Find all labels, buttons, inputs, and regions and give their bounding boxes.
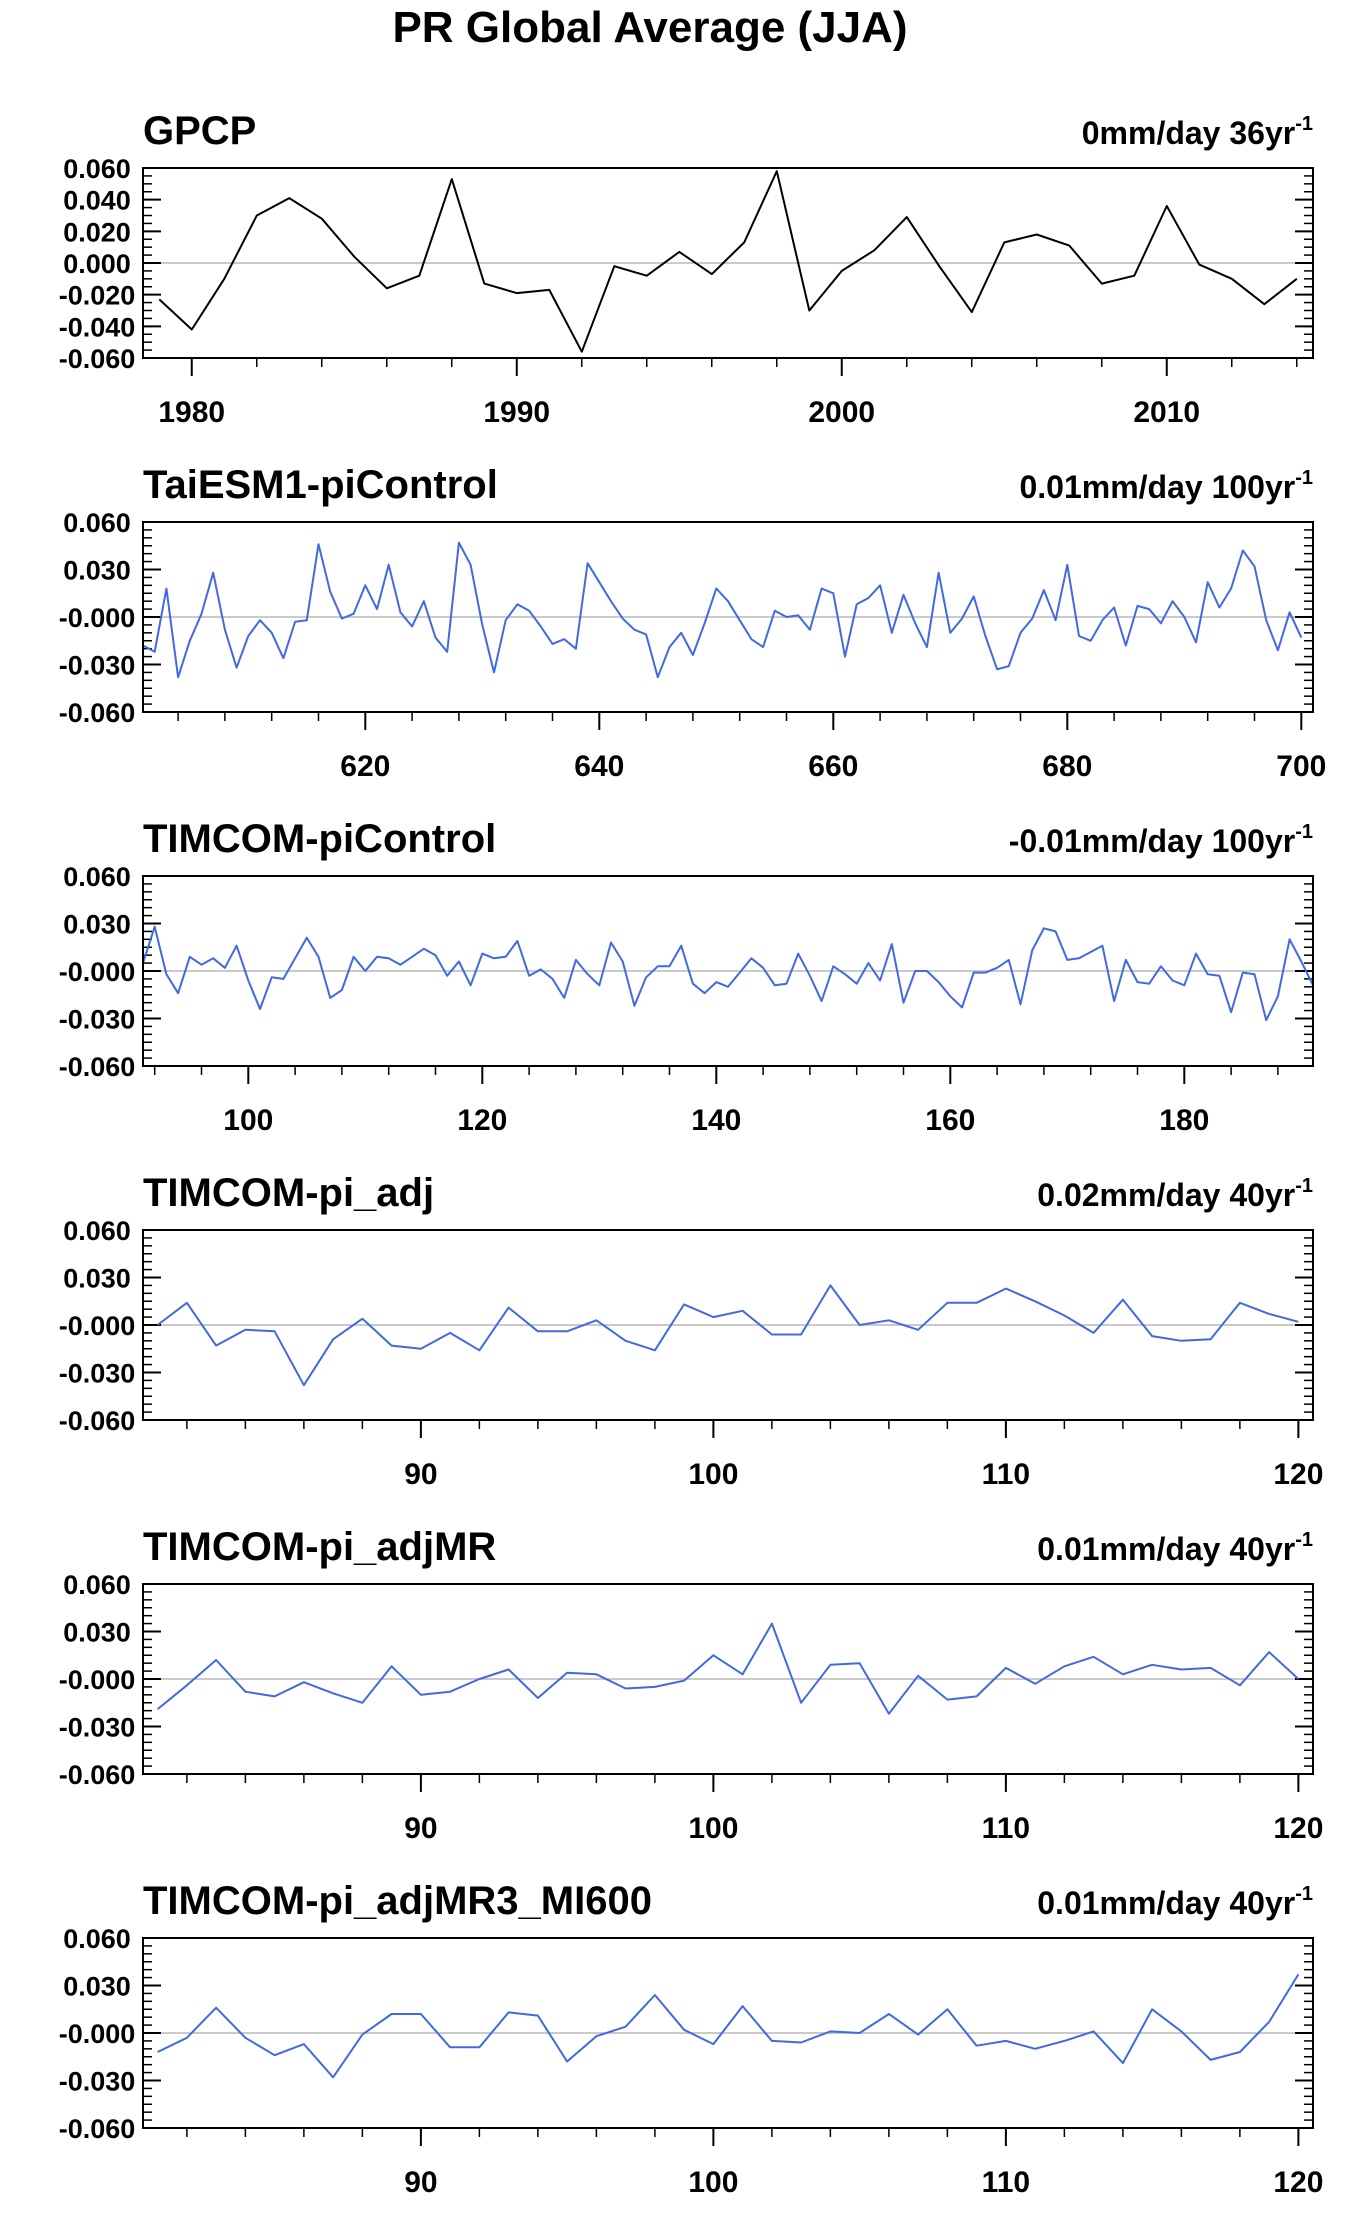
plot-frame <box>142 167 1314 359</box>
x-tick-label: 120 <box>1273 2166 1323 2199</box>
trend-exponent: -1 <box>1295 467 1313 489</box>
x-tick-label: 110 <box>982 1812 1030 1845</box>
x-tick-label: 120 <box>457 1104 507 1137</box>
x-tick-label: 120 <box>1273 1812 1323 1845</box>
y-tick-label: 0.030 <box>63 1972 131 2002</box>
x-tick-label: 640 <box>574 750 624 783</box>
x-tick-label: 1980 <box>158 396 225 429</box>
panel-trend: -0.01mm/day 100yr-1 <box>1009 821 1313 859</box>
x-tick-label: 110 <box>982 2166 1030 2199</box>
trend-exponent: -1 <box>1295 1883 1313 1905</box>
y-tick-label: -0.030 <box>59 1005 136 1035</box>
x-tick-label: 160 <box>925 1104 975 1137</box>
y-tick-label: -0.060 <box>59 1760 136 1790</box>
y-tick-label: -0.030 <box>59 1713 136 1743</box>
panel-title: GPCP <box>143 109 256 153</box>
x-tick-label: 90 <box>404 2166 437 2199</box>
y-tick-label: -0.060 <box>59 344 136 374</box>
plot-frame <box>142 521 1314 713</box>
y-tick-label: 0.060 <box>63 1570 131 1600</box>
panel-title: TIMCOM-pi_adjMR <box>143 1525 496 1569</box>
x-tick-label: 1990 <box>483 396 550 429</box>
x-tick-label: 180 <box>1159 1104 1209 1137</box>
x-tick-label: 2010 <box>1133 396 1200 429</box>
chart-panel-2: TaiESM1-piControl 0.01mm/day 100yr-1 0.060… <box>59 463 1327 783</box>
series-line <box>142 925 1314 1022</box>
y-tick-label: -0.000 <box>59 957 136 987</box>
y-tick-label: 0.060 <box>63 1924 131 1954</box>
chart-panel-6: TIMCOM-pi_adjMR3_MI600 0.01mm/day 40yr-1 0… <box>59 1879 1324 2199</box>
y-tick-label: 0.030 <box>63 1618 131 1648</box>
y-tick-label: -0.020 <box>59 281 136 311</box>
x-tick-label: 680 <box>1042 750 1092 783</box>
y-tick-label: 0.040 <box>63 186 131 216</box>
y-tick-label: -0.000 <box>59 2019 136 2049</box>
chart-panel-5: TIMCOM-pi_adjMR 0.01mm/day 40yr-1 0.060 0.0… <box>59 1525 1324 1845</box>
x-tick-label: 100 <box>688 1458 738 1491</box>
x-tick-label: 660 <box>808 750 858 783</box>
y-tick-label: 0.030 <box>63 1264 131 1294</box>
y-tick-label: 0.020 <box>63 217 131 247</box>
y-tick-label: 0.030 <box>63 910 131 940</box>
y-tick-label: 0.060 <box>63 862 131 892</box>
panel-title: TIMCOM-pi_adjMR3_MI600 <box>143 1879 652 1923</box>
x-tick-label: 100 <box>223 1104 273 1137</box>
y-tick-label: -0.000 <box>59 1311 136 1341</box>
y-tick-label: -0.060 <box>59 2114 136 2144</box>
y-tick-label: -0.000 <box>59 1665 136 1695</box>
panel-trend: 0.01mm/day 100yr-1 <box>1019 467 1313 505</box>
y-tick-label: -0.060 <box>59 698 136 728</box>
y-tick-label: -0.060 <box>59 1406 136 1436</box>
panel-trend: 0.02mm/day 40yr-1 <box>1037 1175 1313 1213</box>
series-line <box>157 1973 1300 2079</box>
y-tick-label: 0.060 <box>63 1216 131 1246</box>
panel-trend: 0.01mm/day 40yr-1 <box>1037 1883 1313 1921</box>
x-tick-label: 90 <box>404 1812 437 1845</box>
chart-panel-1: GPCP 0mm/day 36yr-10.0600.0400.0200.000-0… <box>59 109 1314 429</box>
trend-exponent: -1 <box>1295 1529 1313 1551</box>
y-tick-label: 0.060 <box>63 154 131 184</box>
y-tick-label: 0.030 <box>63 556 131 586</box>
y-tick-label: -0.030 <box>59 651 136 681</box>
figure-title: PR Global Average (JJA) <box>392 3 907 52</box>
series-line <box>156 1284 1299 1387</box>
x-tick-label: 2000 <box>808 396 875 429</box>
x-tick-label: 90 <box>404 1458 437 1491</box>
y-tick-label: -0.030 <box>59 1359 136 1389</box>
x-tick-label: 110 <box>982 1458 1030 1491</box>
plot-frame <box>142 1583 1314 1775</box>
panel-title: TaiESM1-piControl <box>143 463 498 507</box>
x-tick-label: 620 <box>340 750 390 783</box>
panel-trend: 0.01mm/day 40yr-1 <box>1037 1529 1313 1567</box>
x-tick-label: 100 <box>688 1812 738 1845</box>
chart-panel-3: TIMCOM-piControl -0.01mm/day 100yr-1 0.060… <box>59 817 1314 1137</box>
y-tick-label: -0.000 <box>59 603 136 633</box>
y-tick-label: -0.060 <box>59 1052 136 1082</box>
panel-title: TIMCOM-pi_adj <box>143 1171 434 1215</box>
y-tick-label: 0.060 <box>63 508 131 538</box>
series-line <box>156 1622 1300 1715</box>
x-tick-label: 140 <box>691 1104 741 1137</box>
x-tick-label: 120 <box>1273 1458 1323 1491</box>
plot-frame <box>142 1937 1314 2129</box>
chart-panel-4: TIMCOM-pi_adj 0.02mm/day 40yr-1 0.060 0.030… <box>59 1171 1324 1491</box>
x-tick-label: 700 <box>1276 750 1326 783</box>
plot-frame <box>142 875 1314 1067</box>
series-line <box>142 541 1303 679</box>
series-line <box>158 170 1298 353</box>
trend-exponent: -1 <box>1295 1175 1313 1197</box>
panel-title: TIMCOM-piControl <box>143 817 496 861</box>
y-tick-label: -0.040 <box>59 312 136 342</box>
trend-exponent: -1 <box>1295 113 1313 135</box>
trend-exponent: -1 <box>1295 821 1313 843</box>
y-tick-label: 0.000 <box>63 249 131 279</box>
x-tick-label: 100 <box>688 2166 738 2199</box>
panel-trend: 0mm/day 36yr-1 <box>1082 113 1313 151</box>
plot-frame <box>142 1229 1314 1421</box>
y-tick-label: -0.030 <box>59 2067 136 2097</box>
